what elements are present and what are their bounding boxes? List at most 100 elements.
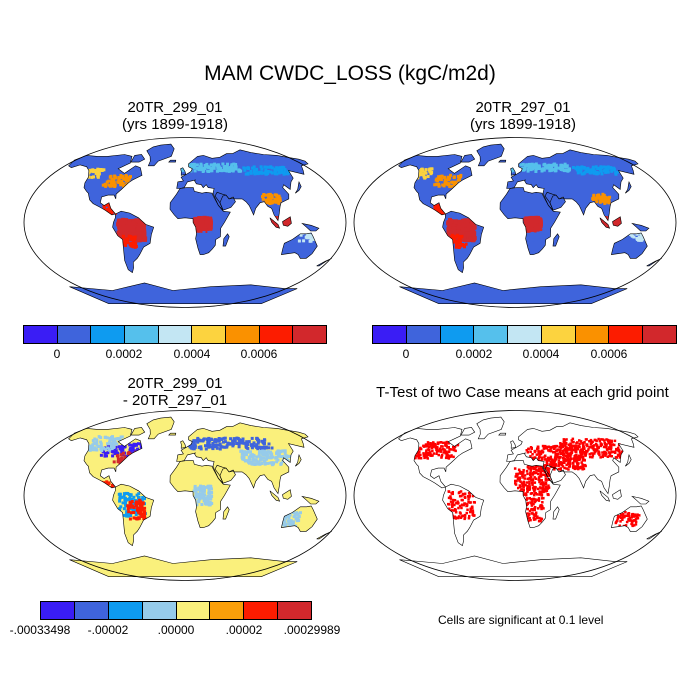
- grid-cell: [594, 449, 598, 452]
- grid-cell: [103, 436, 107, 439]
- grid-cell: [299, 233, 303, 237]
- grid-cell: [126, 514, 130, 518]
- grid-cell: [99, 440, 103, 444]
- grid-cell: [204, 485, 208, 489]
- land-newGuinea: [302, 223, 319, 231]
- coastline-southAmerica: [442, 210, 485, 274]
- grid-cell: [557, 467, 560, 471]
- grid-cell: [526, 461, 530, 464]
- grid-cell: [435, 448, 438, 452]
- grid-cell: [540, 490, 544, 494]
- coastline-baffin: [130, 427, 146, 436]
- grid-cell: [193, 446, 197, 449]
- grid-cell: [638, 238, 642, 242]
- grid-cell: [296, 517, 300, 521]
- grid-cell: [245, 453, 248, 457]
- grid-cell: [545, 459, 549, 462]
- grid-cell: [594, 165, 598, 169]
- grid-cell: [560, 446, 563, 450]
- grid-cell: [127, 511, 131, 515]
- grid-cell: [204, 220, 209, 225]
- grid-cell: [292, 221, 296, 226]
- colorbar-2-swatch: [440, 326, 475, 343]
- grid-cell: [132, 495, 136, 499]
- grid-cell: [273, 200, 277, 204]
- map-panel-4: [353, 410, 677, 581]
- grid-cell: [550, 462, 553, 465]
- grid-cell: [294, 221, 299, 226]
- grid-cell: [533, 471, 536, 475]
- land-antarctica: [69, 555, 298, 577]
- grid-cell: [570, 450, 574, 454]
- coastline-greenland: [146, 416, 175, 440]
- grid-cell: [535, 236, 539, 239]
- grid-cell: [139, 510, 143, 514]
- grid-cell: [202, 485, 206, 489]
- grid-cell: [291, 222, 296, 227]
- grid-cell: [436, 442, 439, 446]
- grid-cell: [623, 450, 626, 453]
- grid-cell: [202, 499, 206, 503]
- grid-cell: [266, 170, 270, 173]
- grid-cell: [449, 500, 453, 503]
- grid-cell: [454, 245, 458, 249]
- grid-cell: [531, 167, 535, 171]
- grid-cell: [519, 492, 522, 495]
- grid-cell: [603, 439, 606, 442]
- coastline-southAmerica: [112, 210, 155, 274]
- grid-cell: [203, 493, 207, 497]
- colorbar-2-tick-label: 0.0002: [455, 347, 493, 361]
- grid-cell: [313, 232, 317, 235]
- grid-cell: [106, 487, 110, 491]
- grid-cell: [604, 446, 608, 449]
- grid-cell: [287, 170, 291, 174]
- grid-cell: [139, 219, 144, 224]
- grid-cell: [434, 182, 438, 186]
- grid-cell: [267, 195, 271, 199]
- grid-cell: [419, 453, 422, 457]
- colorbar-2-swatch: [541, 326, 576, 343]
- grid-cell: [449, 495, 452, 498]
- grid-cell: [132, 449, 136, 453]
- grid-cell: [510, 167, 514, 171]
- grid-cell: [199, 227, 204, 232]
- grid-cell: [539, 463, 542, 466]
- grid-cell: [568, 454, 572, 457]
- grid-cell: [287, 522, 291, 526]
- grid-cell: [141, 512, 145, 516]
- land-greenland: [146, 417, 175, 439]
- grid-cell: [539, 470, 543, 473]
- grid-cell: [251, 459, 255, 462]
- grid-cell: [124, 504, 128, 508]
- grid-cell: [548, 233, 552, 237]
- grid-cell: [535, 516, 539, 520]
- grid-cell: [204, 447, 208, 451]
- grid-cell: [267, 446, 270, 450]
- grid-cell: [137, 453, 141, 457]
- grid-cell: [270, 452, 274, 456]
- grid-cell: [208, 443, 212, 447]
- grid-cell: [540, 504, 543, 507]
- grid-cell: [447, 446, 450, 449]
- grid-cell: [562, 456, 565, 460]
- grid-cell: [534, 513, 538, 516]
- grid-cell: [121, 451, 125, 455]
- grid-cell: [532, 460, 535, 464]
- grid-cell: [125, 179, 128, 183]
- grid-cell: [565, 448, 568, 451]
- grid-cell: [204, 217, 209, 222]
- grid-cell: [581, 459, 585, 462]
- grid-cell: [605, 168, 609, 172]
- land-iceland: [168, 160, 176, 163]
- grid-cell: [528, 476, 532, 480]
- grid-cell: [519, 480, 522, 483]
- grid-cell: [140, 498, 144, 502]
- land-greenland: [146, 144, 175, 166]
- colorbar-2-swatch: [609, 326, 644, 343]
- grid-cell: [200, 496, 204, 500]
- grid-cell: [291, 511, 295, 514]
- grid-cell: [574, 444, 578, 448]
- grid-cell: [616, 517, 620, 520]
- grid-cell: [138, 453, 142, 456]
- grid-cell: [521, 484, 524, 487]
